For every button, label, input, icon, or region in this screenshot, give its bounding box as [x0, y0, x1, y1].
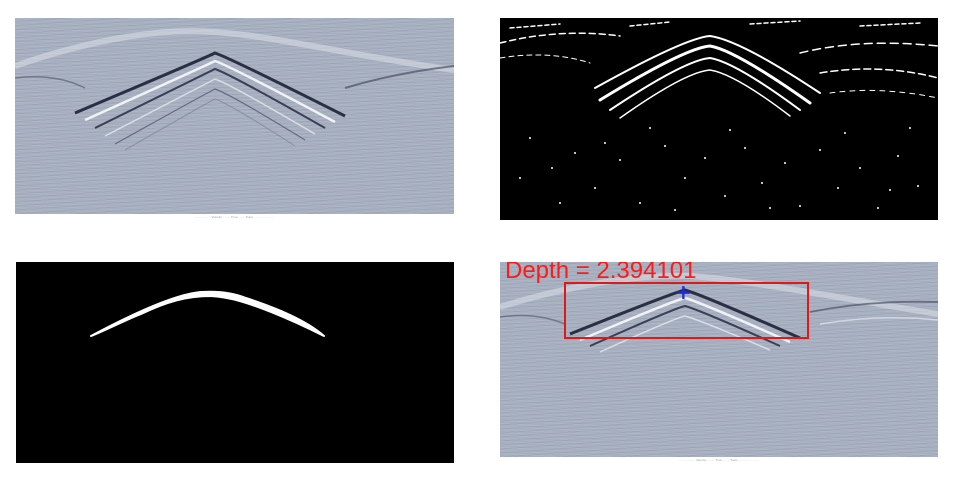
hyperbola-mask-panel: [16, 262, 454, 463]
detection-caption-text: ................... Velocity ......... T…: [679, 458, 759, 462]
gpr-caption-text: ................... Velocity ......... T…: [194, 215, 275, 219]
gpr-caption-strip: ................... Velocity ......... T…: [15, 214, 454, 220]
detection-result-panel: + Depth = 2.394101 ................... V…: [500, 262, 938, 463]
detection-bounding-box: [564, 282, 809, 339]
binary-edge-panel: [500, 18, 938, 220]
detection-gpr-background: [500, 272, 938, 353]
hyperbola-mask-image: [90, 290, 325, 337]
apex-cross-marker: +: [675, 280, 692, 304]
binary-edge-image: [500, 20, 938, 211]
detection-caption-strip: ................... Velocity ......... T…: [500, 457, 938, 463]
gpr-original-panel: ................... Velocity ......... T…: [15, 18, 454, 220]
gpr-hyperbola-reflections: [15, 28, 454, 151]
depth-label: Depth = 2.394101: [505, 262, 697, 284]
